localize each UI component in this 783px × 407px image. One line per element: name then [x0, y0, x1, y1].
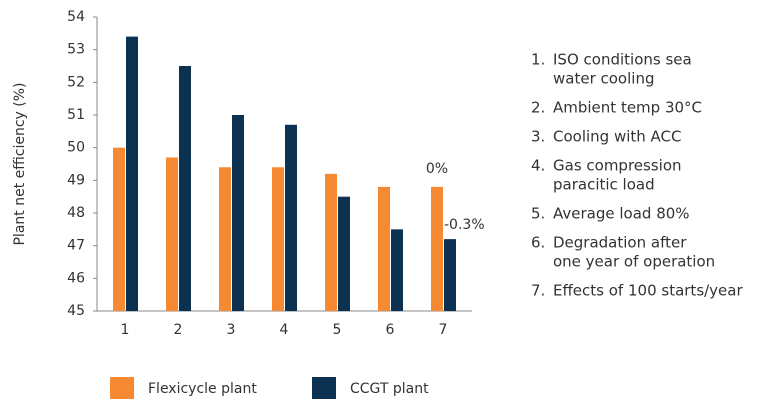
legend-swatch: [110, 377, 134, 399]
y-tick-label: 49: [67, 172, 85, 188]
y-tick-label: 46: [67, 270, 85, 286]
bar: [126, 36, 138, 311]
annotation: -0.3%: [444, 217, 485, 233]
y-tick-label: 47: [67, 238, 85, 254]
y-tick-label: 51: [67, 107, 85, 123]
bar: [113, 147, 125, 311]
x-tick-label: 2: [174, 322, 183, 338]
bar: [285, 124, 297, 311]
legend-label: CCGT plant: [350, 381, 429, 397]
annotation: 0%: [426, 161, 448, 177]
x-tick-label: 7: [439, 322, 448, 338]
y-tick-label: 48: [67, 205, 85, 221]
note-text: ISO conditions sea: [553, 51, 692, 69]
legend-label: Flexicycle plant: [148, 381, 257, 397]
note-text: Gas compression: [553, 157, 682, 175]
x-tick-label: 1: [121, 322, 130, 338]
bar: [325, 173, 337, 311]
note-number: 4.: [531, 157, 545, 175]
note-number: 5.: [531, 205, 545, 223]
x-tick-label: 5: [333, 322, 342, 338]
note-number: 2.: [531, 99, 545, 117]
note-number: 1.: [531, 51, 545, 69]
note-text: Cooling with ACC: [553, 128, 682, 146]
note-number: 3.: [531, 128, 545, 146]
bar: [166, 157, 178, 311]
x-tick-label: 4: [280, 322, 289, 338]
note-text: one year of operation: [553, 253, 715, 271]
y-tick-label: 53: [67, 42, 85, 58]
bar: [338, 196, 350, 311]
legend-swatch: [312, 377, 336, 399]
bar: [431, 186, 443, 311]
y-tick-label: 45: [67, 303, 85, 319]
note-text: Degradation after: [553, 234, 687, 252]
note-number: 6.: [531, 234, 545, 252]
note-text: Ambient temp 30°C: [553, 99, 702, 117]
x-tick-label: 3: [227, 322, 236, 338]
bar: [179, 66, 191, 311]
note-number: 7.: [531, 282, 545, 300]
bar: [232, 115, 244, 311]
bar: [219, 167, 231, 311]
bar: [272, 167, 284, 311]
y-tick-label: 52: [67, 74, 85, 90]
note-text: Average load 80%: [553, 205, 690, 223]
bar: [444, 239, 456, 311]
bar: [391, 229, 403, 311]
note-text: paracitic load: [553, 176, 655, 194]
bar: [378, 186, 390, 311]
y-axis-label: Plant net efficiency (%): [12, 82, 28, 245]
y-tick-label: 54: [67, 9, 85, 25]
note-text: water cooling: [553, 70, 654, 88]
x-tick-label: 6: [386, 322, 395, 338]
y-tick-label: 50: [67, 140, 85, 156]
note-text: Effects of 100 starts/year: [553, 282, 743, 300]
